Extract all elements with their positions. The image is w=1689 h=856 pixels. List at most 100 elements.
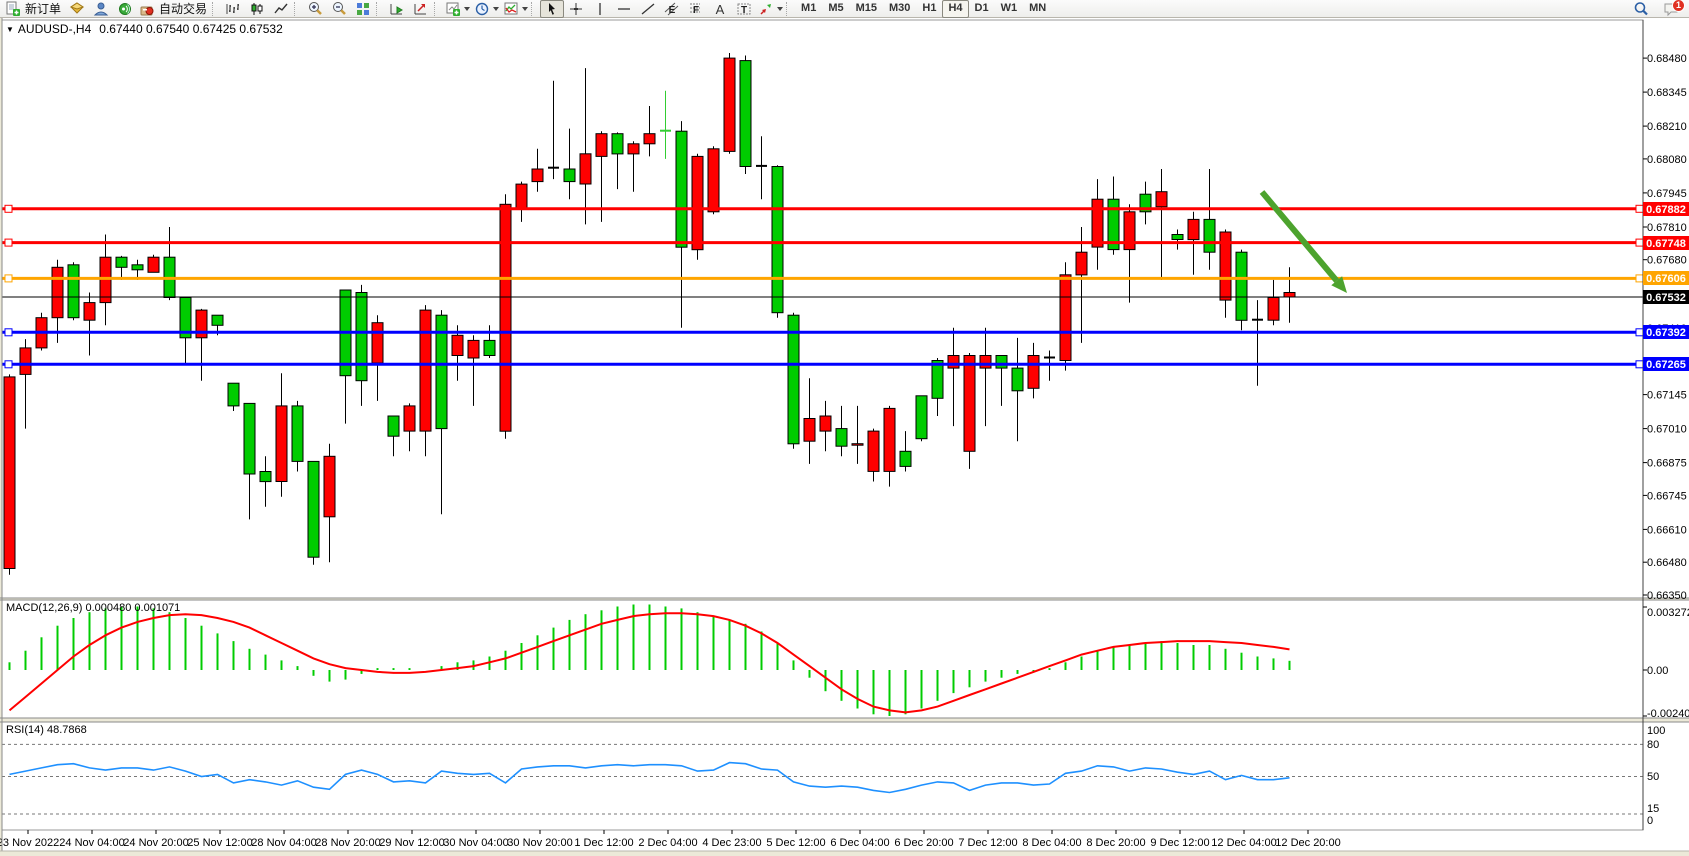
- line-anchor-handle: [4, 360, 13, 369]
- toolbar-separator: [294, 1, 302, 16]
- clock-glyph: [475, 2, 489, 15]
- hline-glyph: [618, 7, 631, 10]
- labelT-glyph: T: [737, 3, 751, 16]
- line-anchor-handle: [1635, 360, 1644, 369]
- price-tick-label: 0.66875: [1647, 458, 1687, 470]
- zoom-out-button[interactable]: [327, 0, 351, 18]
- line-anchor-handle: [4, 328, 13, 337]
- text-icon: A: [716, 2, 725, 17]
- timeframe-m1[interactable]: M1: [801, 1, 817, 14]
- candle: [3, 376, 16, 569]
- candle: [899, 450, 912, 467]
- timeframe-w1[interactable]: W1: [1000, 1, 1018, 14]
- bar-chart-button[interactable]: [221, 0, 245, 18]
- line-anchor-handle: [4, 238, 13, 247]
- price-tick-label: 0.67680: [1647, 255, 1687, 267]
- text-button[interactable]: A: [708, 0, 732, 18]
- time-tick-label: 30 Nov 04:00: [443, 837, 508, 849]
- svg-text:F: F: [693, 5, 699, 16]
- candle: [499, 203, 512, 432]
- vertical-line-button[interactable]: [588, 0, 612, 18]
- text-label-button[interactable]: T: [732, 0, 756, 18]
- candle: [1011, 367, 1024, 392]
- svg-text:0.67882: 0.67882: [1646, 204, 1686, 216]
- toolbar-separator: [434, 1, 442, 16]
- candle: [483, 339, 496, 356]
- toolbar-separator: [531, 1, 539, 16]
- candle: [243, 402, 256, 475]
- candle: [1235, 251, 1248, 321]
- macd-tick-label: 0.00: [1647, 665, 1668, 677]
- candle: [723, 57, 736, 152]
- price-badge: 0.67606: [1643, 271, 1689, 285]
- svg-text:0.67392: 0.67392: [1646, 327, 1686, 339]
- price-tick-label: 0.68480: [1647, 53, 1687, 65]
- candle: [1123, 211, 1136, 251]
- crosshair-button[interactable]: [564, 0, 588, 18]
- svg-text:E: E: [669, 5, 676, 16]
- candle: [915, 395, 928, 440]
- chart-ohlc-values: 0.67440 0.67540 0.67425 0.67532: [99, 22, 283, 36]
- trend-arrow-annotation[interactable]: [1259, 190, 1347, 293]
- deposit-button[interactable]: [65, 0, 89, 18]
- candle: [227, 382, 240, 407]
- candles-layer: [3, 53, 1296, 575]
- fibonacci-button[interactable]: F: [684, 0, 708, 18]
- timeframe-m30[interactable]: M30: [889, 1, 911, 14]
- timeframe-m5[interactable]: M5: [828, 1, 844, 14]
- chart-shift-button[interactable]: [409, 0, 433, 18]
- candle: [515, 183, 528, 210]
- equidistant-channel-button[interactable]: E: [660, 0, 684, 18]
- search-button[interactable]: [1629, 0, 1653, 18]
- profile-button[interactable]: [89, 0, 113, 18]
- cursor-button[interactable]: [540, 0, 565, 18]
- candles-glyph: [251, 2, 263, 15]
- price-tick-label: 0.66480: [1647, 557, 1687, 569]
- timeframe-m15[interactable]: M15: [855, 1, 877, 14]
- auto-scroll-button[interactable]: [385, 0, 409, 18]
- svg-text:0.67606: 0.67606: [1646, 273, 1686, 285]
- candle: [403, 405, 416, 432]
- candle: [355, 292, 368, 382]
- tile-windows-button[interactable]: [351, 0, 375, 18]
- level-lines-layer[interactable]: [2, 204, 1644, 369]
- rsi-tick-label: 50: [1647, 771, 1659, 783]
- macd-indicator-label: MACD(12,26,9) 0.000480 0.001071: [6, 602, 180, 614]
- new-chart-button[interactable]: [443, 0, 472, 18]
- time-tick-label: 8 Dec 20:00: [1086, 837, 1145, 849]
- price-tick-label: 0.68345: [1647, 87, 1687, 99]
- horizontal-line-button[interactable]: [612, 0, 636, 18]
- rsi-indicator-label: RSI(14) 48.7868: [6, 724, 87, 736]
- candle: [1203, 218, 1216, 253]
- timeframe-h1[interactable]: H1: [922, 1, 937, 14]
- zoom-in-button[interactable]: [303, 0, 327, 18]
- new-order-button[interactable]: 新订单: [3, 0, 65, 18]
- candle: [387, 415, 400, 437]
- price-tick-label: 0.66745: [1647, 490, 1687, 502]
- timeframe-d1[interactable]: D1: [974, 1, 989, 14]
- price-badge: 0.67882: [1643, 202, 1689, 216]
- notifications-button[interactable]: 1: [1659, 0, 1685, 18]
- line-chart-button[interactable]: [269, 0, 293, 18]
- candle: [1155, 191, 1168, 208]
- candle-chart-button[interactable]: [245, 0, 269, 18]
- autotrade-button[interactable]: 自动交易: [137, 0, 211, 18]
- trendline-button[interactable]: [636, 0, 660, 18]
- candle: [803, 418, 816, 442]
- candle: [67, 264, 80, 319]
- indicators-button[interactable]: [501, 0, 530, 18]
- periods-button[interactable]: [472, 0, 501, 18]
- line-anchor-handle: [1635, 238, 1644, 247]
- channel-glyph: E: [664, 2, 679, 16]
- timeframe-mn[interactable]: MN: [1029, 1, 1047, 14]
- symbol-dropdown-icon[interactable]: ▼: [6, 25, 14, 34]
- candle: [947, 355, 960, 369]
- signals-button[interactable]: [113, 0, 137, 18]
- candle: [1091, 198, 1104, 248]
- arrows-button[interactable]: [756, 0, 785, 18]
- macd-name: MACD(12,26,9): [6, 602, 83, 614]
- timeframe-h4[interactable]: H4: [942, 0, 969, 18]
